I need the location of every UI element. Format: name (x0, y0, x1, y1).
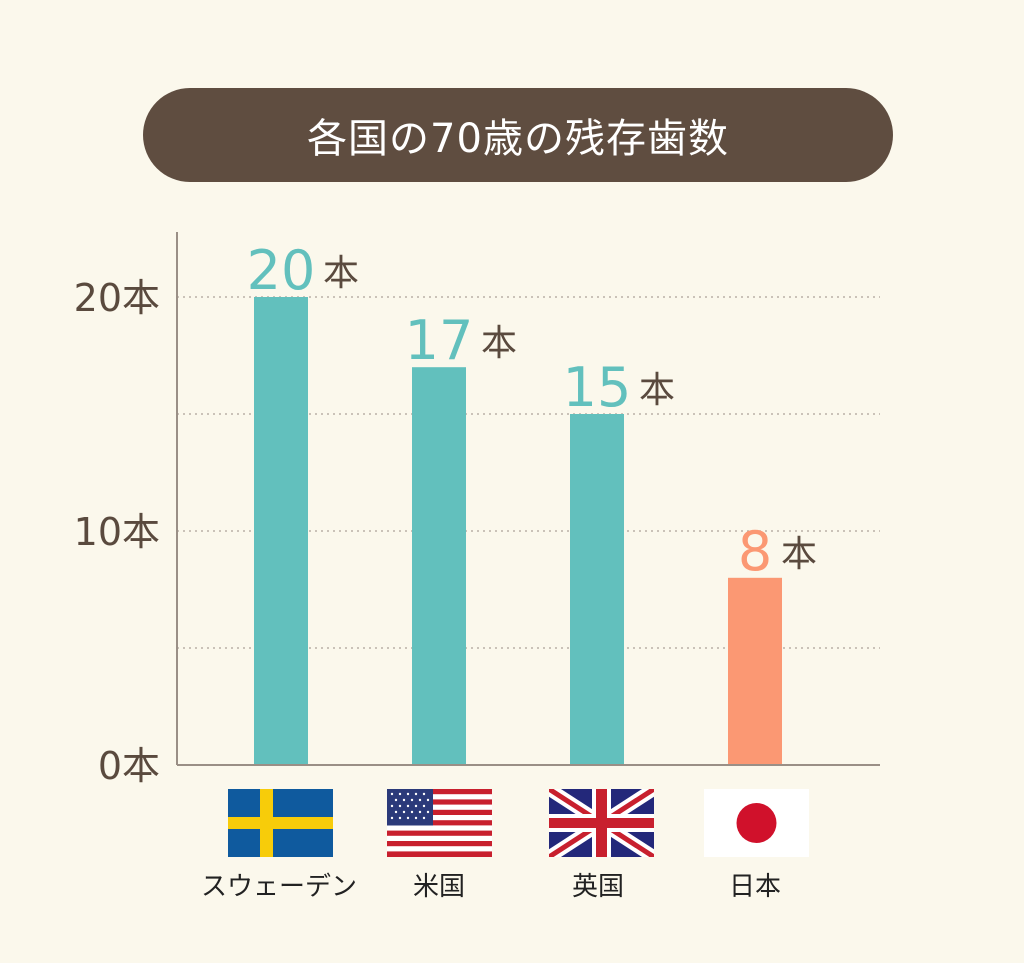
data-label-unit-3: 本 (781, 534, 817, 575)
data-label-unit-0: 本 (323, 253, 359, 294)
x-label-uk: 英国 (571, 872, 625, 902)
sweden-flag-icon (228, 789, 333, 857)
chart-title: 各国の70歳の残存歯数 (307, 116, 729, 162)
bar-2 (570, 414, 624, 765)
japan-flag-icon (704, 789, 809, 857)
data-label-3: 8 (738, 520, 772, 583)
data-label-unit-2: 本 (639, 370, 675, 411)
y-tick-label: 0本 (98, 744, 160, 788)
data-label-0: 20 (247, 239, 316, 302)
bar-1 (412, 367, 466, 765)
y-tick-label: 10本 (74, 510, 160, 554)
x-label-japan: 日本 (728, 872, 782, 902)
chart-title-banner: 各国の70歳の残存歯数 (143, 88, 893, 182)
data-label-2: 15 (563, 356, 632, 419)
data-label-1: 17 (405, 309, 474, 372)
bar-3 (728, 577, 782, 765)
usa-flag-icon (387, 789, 492, 857)
data-label-unit-1: 本 (481, 323, 517, 364)
bar-0 (254, 297, 308, 765)
x-label-usa: 米国 (412, 872, 466, 902)
y-tick-label: 20本 (74, 276, 160, 320)
uk-flag-icon (545, 783, 658, 863)
x-label-sweden: スウェーデン (200, 872, 358, 902)
